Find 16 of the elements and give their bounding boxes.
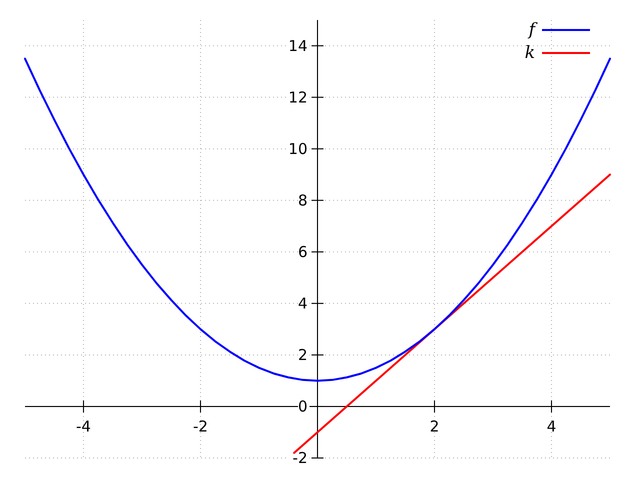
y-tick-label: 8 xyxy=(298,191,308,210)
y-tick-label: 2 xyxy=(298,346,308,364)
y-tick-label: 4 xyxy=(298,294,308,312)
x-tick-label: -4 xyxy=(76,417,91,436)
x-tick-label: -2 xyxy=(193,417,208,436)
y-tick-label: 0 xyxy=(298,397,308,416)
y-tick-label: 12 xyxy=(288,88,308,106)
y-tick-label: 14 xyxy=(288,36,308,55)
legend-label: k xyxy=(524,43,535,63)
y-tick-label: -2 xyxy=(292,449,308,467)
y-tick-label: 10 xyxy=(288,140,308,158)
x-tick-label: 2 xyxy=(430,417,440,436)
y-tick-label: 6 xyxy=(298,242,308,261)
legend-label: f xyxy=(526,20,538,40)
x-tick-label: 4 xyxy=(546,417,556,436)
line-series xyxy=(24,58,611,382)
